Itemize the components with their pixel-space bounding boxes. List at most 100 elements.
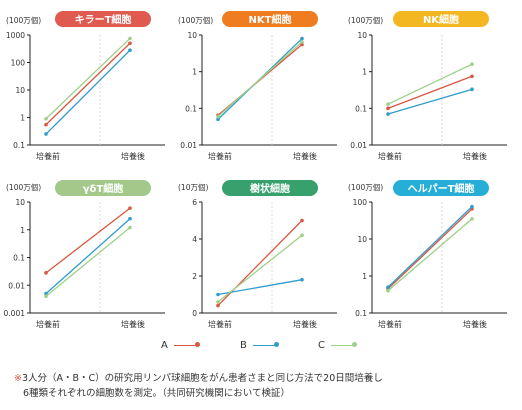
y-tick-label: 0.001 — [4, 309, 26, 318]
footnote-line-1: 3人分（A・B・C）の研究用リンパ球細胞をがん患者さまと同じ方法で20日間培養し — [21, 373, 383, 384]
data-point-b — [470, 87, 474, 92]
data-point-c — [44, 116, 48, 121]
data-point-c — [386, 102, 390, 106]
chart-title-pill — [393, 11, 489, 27]
data-point-c — [44, 294, 48, 299]
y-tick-label: 4 — [192, 235, 197, 244]
x-tick-label: 培養前 — [36, 151, 60, 161]
chart-title-pill — [222, 11, 318, 27]
chart-panel-2: NKT細胞 (100万個) 10 1 0.1 0.01 培養前 培養後 — [178, 11, 337, 161]
y-tick-label: 0.1 — [355, 104, 367, 113]
legend-item-c: C — [318, 338, 357, 352]
data-point-b — [300, 36, 304, 41]
chart-title-pill — [55, 11, 151, 27]
data-point-c — [128, 36, 132, 41]
data-point-c — [128, 225, 132, 230]
data-point-c — [300, 40, 304, 44]
legend-item-a: A — [161, 338, 200, 352]
legend-line-c — [330, 342, 357, 347]
x-tick-label: 培養後 — [463, 151, 487, 161]
series-line-a — [45, 42, 131, 126]
series-line-c — [217, 234, 303, 303]
x-tick-label: 培養後 — [463, 319, 487, 329]
series-line-c — [45, 37, 131, 120]
x-tick-label: 培養前 — [36, 319, 60, 329]
series-line-c — [387, 218, 473, 292]
y-unit-label: (100万個) — [6, 15, 41, 25]
y-tick-label: 0 — [192, 309, 197, 318]
y-tick-label: 0.1 — [185, 104, 197, 113]
data-point-b — [128, 48, 132, 53]
legend-label-c: C — [318, 339, 325, 351]
data-point-a — [470, 74, 474, 79]
data-point-c — [300, 233, 304, 238]
legend-label-a: A — [161, 339, 168, 351]
x-tick-label: 培養後 — [121, 151, 145, 161]
data-point-b — [386, 285, 390, 289]
x-tick-label: 培養前 — [208, 319, 232, 329]
footnote: ※3人分（A・B・C）の研究用リンパ球細胞をがん患者さまと同じ方法で20日間培養… — [14, 371, 514, 401]
data-point-b — [470, 204, 474, 209]
series-line-c — [387, 63, 473, 105]
chart-title: γδT細胞 — [83, 182, 124, 195]
data-point-a — [44, 122, 48, 127]
data-point-c — [470, 217, 474, 221]
y-tick-label: 0.01 — [350, 141, 367, 150]
series-line-a — [387, 75, 473, 109]
chart-panel-1: キラーT細胞 (100万個) 1000 100 10 1 0.1 培養前 培養後 — [6, 11, 165, 161]
y-tick-label: 1000 — [6, 31, 25, 40]
data-point-a — [128, 41, 132, 46]
legend-line-b — [252, 342, 279, 347]
y-unit-label: (100万個) — [348, 182, 383, 192]
series-line-a — [387, 208, 473, 290]
y-tick-label: 10 — [187, 31, 197, 40]
y-unit-label: (100万個) — [348, 15, 383, 25]
chart-title-pill — [393, 180, 489, 196]
data-point-b — [128, 216, 132, 221]
chart-title-pill — [55, 180, 151, 196]
data-point-b — [216, 117, 220, 122]
y-tick-label: 1 — [362, 272, 367, 281]
y-tick-label: 10 — [357, 235, 367, 244]
data-point-c — [386, 288, 390, 293]
y-tick-label: 1 — [20, 226, 25, 235]
chart-title: キラーT細胞 — [75, 13, 132, 26]
y-tick-label: 0.01 — [180, 141, 197, 150]
series-line-a — [45, 207, 131, 274]
data-point-b — [216, 292, 220, 297]
x-tick-label: 培養後 — [293, 319, 317, 329]
data-point-c — [216, 114, 220, 119]
legend-line-a — [173, 342, 200, 347]
chart-title: ヘルパーT細胞 — [408, 182, 475, 195]
legend-label-b: B — [240, 339, 247, 351]
y-tick-label: 1 — [362, 68, 367, 77]
x-tick-label: 培養前 — [208, 151, 232, 161]
y-unit-label: (100万個) — [6, 182, 41, 192]
data-point-c — [216, 300, 220, 304]
y-unit-label: (100万個) — [178, 15, 213, 25]
y-tick-label: 10 — [15, 86, 25, 95]
y-unit-label: (10万個) — [178, 182, 208, 192]
data-point-c — [470, 62, 474, 66]
data-point-a — [386, 106, 390, 111]
chart-title: 樹状細胞 — [250, 182, 290, 195]
series-line-b — [387, 206, 473, 288]
legend: A B C — [0, 338, 522, 352]
data-point-a — [44, 271, 48, 275]
data-point-b — [386, 112, 390, 116]
series-line-b — [45, 218, 131, 295]
y-tick-label: 1 — [192, 68, 197, 77]
y-tick-label: 0.1 — [13, 141, 25, 150]
y-tick-label: 1 — [20, 114, 25, 123]
x-tick-label: 培養前 — [378, 319, 402, 329]
chart-panel-6: ヘルパーT細胞 (100万個) 100 10 1 0.1 培養前 培養後 — [348, 180, 507, 329]
data-point-a — [128, 206, 132, 210]
series-line-c — [217, 41, 303, 117]
data-point-b — [44, 132, 48, 136]
series-line-b — [217, 279, 303, 296]
data-point-b — [300, 277, 304, 282]
series-line-b — [45, 49, 131, 135]
x-tick-label: 培養前 — [378, 151, 402, 161]
data-point-a — [216, 303, 220, 308]
